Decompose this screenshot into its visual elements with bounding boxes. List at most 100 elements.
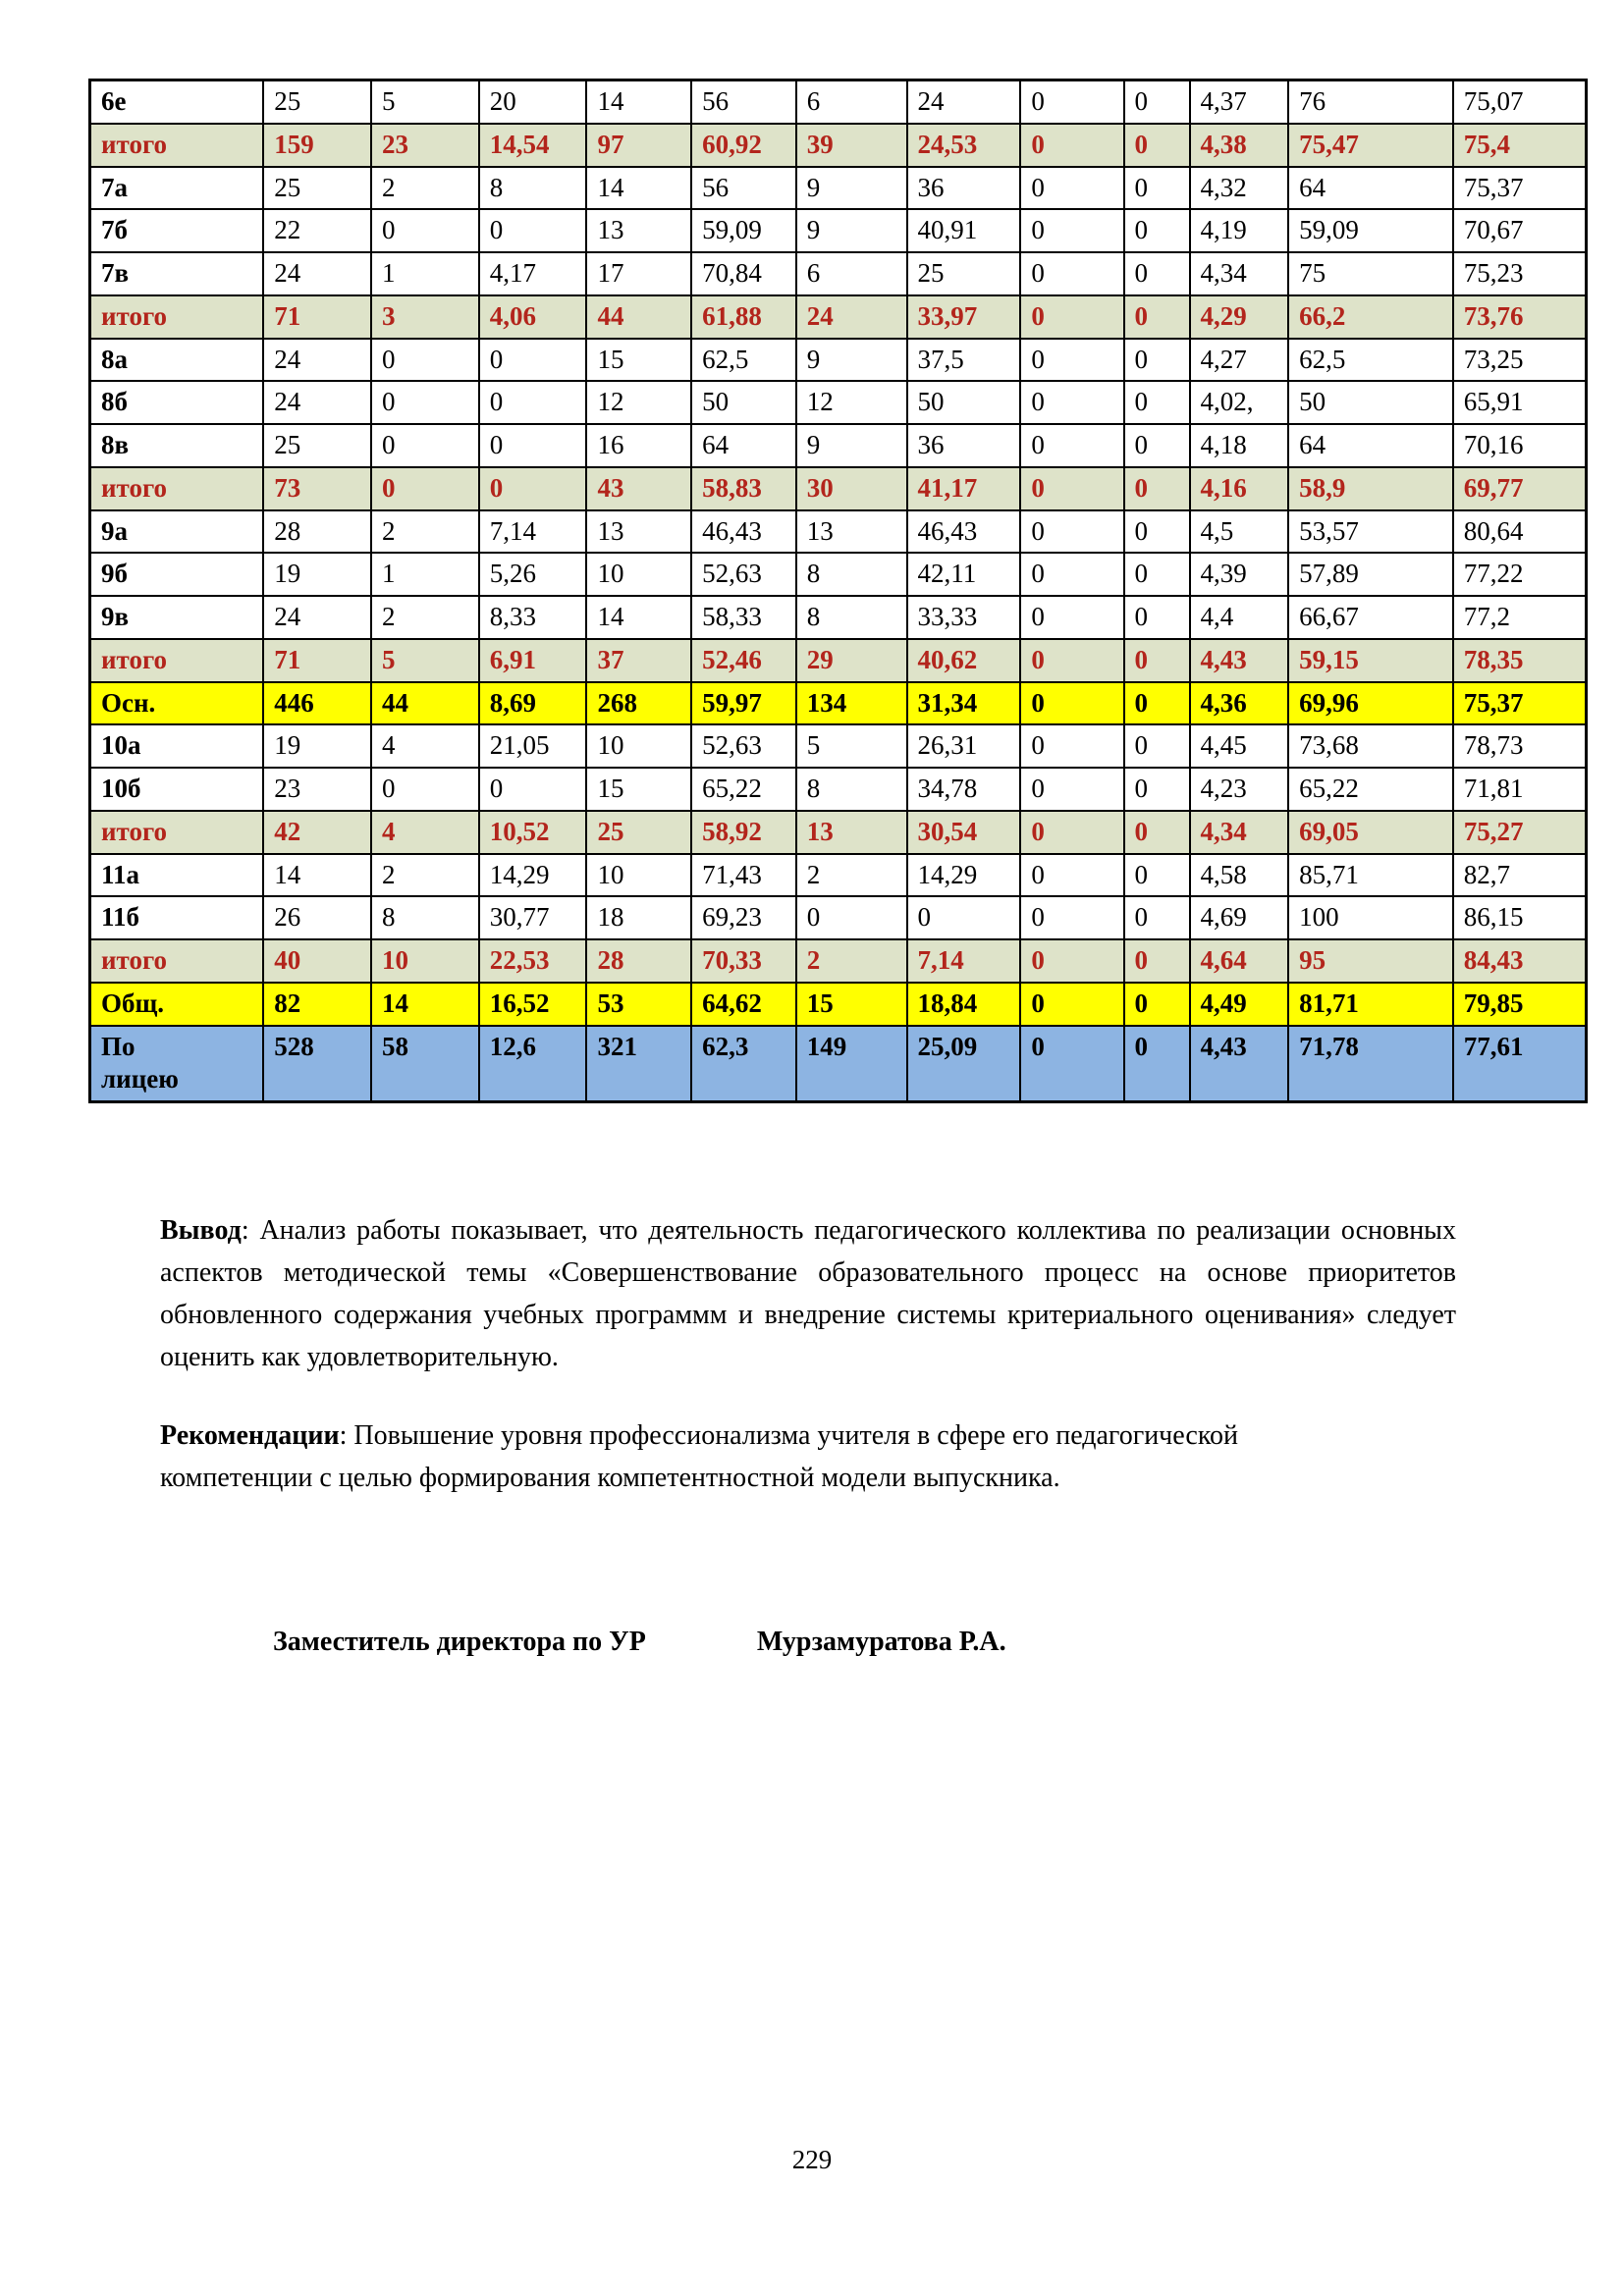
table-cell: 57,89 xyxy=(1287,552,1454,597)
row-label: итого xyxy=(88,294,265,340)
table-cell: 85,71 xyxy=(1287,852,1454,898)
signature-name: Мурзамуратова Р.А. xyxy=(756,1627,1006,1657)
table-cell: 58,92 xyxy=(690,809,797,855)
table-cell: 0 xyxy=(370,465,480,511)
table-cell: 86,15 xyxy=(1451,895,1588,940)
table-cell: 30 xyxy=(794,465,908,511)
table-cell: 0 xyxy=(1122,294,1191,340)
table-cell: 76 xyxy=(1287,79,1454,125)
table-cell: 18 xyxy=(585,895,693,940)
table-row: 6е 25 5 20 14 56 6 24 0 0 4,37 76 75,07 xyxy=(88,79,1588,125)
table-cell: 0 xyxy=(1122,251,1191,296)
results-table: 6е 25 5 20 14 56 6 24 0 0 4,37 76 75,07 итого 159 23 14,… xyxy=(88,79,1588,1103)
table-cell: 15 xyxy=(585,767,693,812)
table-cell: 24 xyxy=(905,79,1022,125)
table-cell: 446 xyxy=(262,680,372,726)
table-cell: 14 xyxy=(262,852,372,898)
table-cell: 71,81 xyxy=(1451,767,1588,812)
table-row: 10б 23 0 0 15 65,22 8 34,78 0 0 4,23 65,22 71,81 xyxy=(88,767,1588,812)
table-cell: 3 xyxy=(370,294,480,340)
table-cell: 28 xyxy=(262,508,372,555)
table-cell: 64 xyxy=(1287,423,1454,468)
table-cell: 10 xyxy=(585,852,693,898)
table-cell: 2 xyxy=(370,508,480,555)
table-cell: 0 xyxy=(477,767,588,812)
table-cell: 5,26 xyxy=(477,552,588,597)
row-label: 9в xyxy=(88,595,265,640)
table-cell: 78,73 xyxy=(1451,723,1588,769)
table-cell: 0 xyxy=(1122,809,1191,855)
recommendation-text: : Повышение уровня профессионализма учит… xyxy=(160,1420,1238,1493)
table-cell: 9 xyxy=(794,423,908,468)
table-cell: 14,54 xyxy=(477,122,588,168)
table-row: 7а 25 2 8 14 56 9 36 0 0 4,32 64 75,37 xyxy=(88,165,1588,211)
table-row: Общ. 82 14 16,52 53 64,62 15 18,84 0 0 4,49 81,71 79… xyxy=(88,981,1588,1027)
table-cell: 0 xyxy=(1019,423,1125,468)
row-label: 8б xyxy=(88,380,265,425)
table-cell: 75,27 xyxy=(1451,809,1588,855)
row-label: Осн. xyxy=(88,680,265,726)
table-cell: 10,52 xyxy=(477,809,588,855)
table-cell: 75,07 xyxy=(1451,79,1588,125)
table-cell: 0 xyxy=(477,465,588,511)
table-cell: 73,68 xyxy=(1287,723,1454,769)
table-row: 8а 24 0 0 15 62,5 9 37,5 0 0 4,27 62,5 73,25 xyxy=(88,337,1588,383)
table-cell: 268 xyxy=(585,680,693,726)
table-cell: 77,61 xyxy=(1451,1024,1588,1103)
table-cell: 100 xyxy=(1287,895,1454,940)
table-cell: 0 xyxy=(1019,637,1125,683)
table-cell: 58,83 xyxy=(690,465,797,511)
table-cell: 75,4 xyxy=(1451,122,1588,168)
table-cell: 0 xyxy=(1019,852,1125,898)
table-cell: 40,91 xyxy=(905,208,1022,253)
table-cell: 0 xyxy=(370,423,480,468)
table-cell: 28 xyxy=(585,938,693,984)
table-cell: 4,18 xyxy=(1188,423,1290,468)
table-cell: 0 xyxy=(1019,208,1125,253)
row-label: 7в xyxy=(88,251,265,296)
table-cell: 0 xyxy=(1122,637,1191,683)
table-cell: 19 xyxy=(262,552,372,597)
table-cell: 21,05 xyxy=(477,723,588,769)
table-cell: 62,5 xyxy=(690,337,797,383)
table-cell: 26 xyxy=(262,895,372,940)
table-cell: 0 xyxy=(1019,723,1125,769)
table-cell: 0 xyxy=(1122,852,1191,898)
table-cell: 46,43 xyxy=(905,508,1022,555)
table-cell: 0 xyxy=(1019,981,1125,1027)
table-cell: 22,53 xyxy=(477,938,588,984)
table-cell: 0 xyxy=(794,895,908,940)
table-cell: 26,31 xyxy=(905,723,1022,769)
table-cell: 17 xyxy=(585,251,693,296)
table-row: 7б 22 0 0 13 59,09 9 40,91 0 0 4,19 59,09 70,67 xyxy=(88,208,1588,253)
table-cell: 25 xyxy=(905,251,1022,296)
table-cell: 0 xyxy=(1019,165,1125,211)
table-cell: 0 xyxy=(1122,895,1191,940)
row-label: 8а xyxy=(88,337,265,383)
table-cell: 69,05 xyxy=(1287,809,1454,855)
table-cell: 64 xyxy=(690,423,797,468)
table-cell: 80,64 xyxy=(1451,508,1588,555)
table-cell: 69,96 xyxy=(1287,680,1454,726)
table-cell: 8 xyxy=(370,895,480,940)
table-cell: 59,09 xyxy=(690,208,797,253)
table-row: итого 71 5 6,91 37 52,46 29 40,62 0 0 4,43 59,15 78,… xyxy=(88,637,1588,683)
table-cell: 75,37 xyxy=(1451,680,1588,726)
table-cell: 1 xyxy=(370,552,480,597)
table-cell: 58 xyxy=(370,1024,480,1103)
table-cell: 13 xyxy=(585,208,693,253)
table-cell: 16 xyxy=(585,423,693,468)
recommendation-paragraph: Рекомендации: Повышение уровня профессио… xyxy=(160,1415,1309,1499)
table-cell: 22 xyxy=(262,208,372,253)
signature-row: Заместитель директора по УР Мурзамуратов… xyxy=(160,1621,1456,1663)
table-cell: 15 xyxy=(794,981,908,1027)
table-cell: 37 xyxy=(585,637,693,683)
table-cell: 9 xyxy=(794,337,908,383)
table-row: 11б 26 8 30,77 18 69,23 0 0 0 0 4,69 100 86,15 xyxy=(88,895,1588,940)
table-cell: 29 xyxy=(794,637,908,683)
table-cell: 52,63 xyxy=(690,723,797,769)
table-cell: 0 xyxy=(1122,380,1191,425)
table-cell: 0 xyxy=(477,380,588,425)
table-cell: 78,35 xyxy=(1451,637,1588,683)
table-cell: 69,77 xyxy=(1451,465,1588,511)
